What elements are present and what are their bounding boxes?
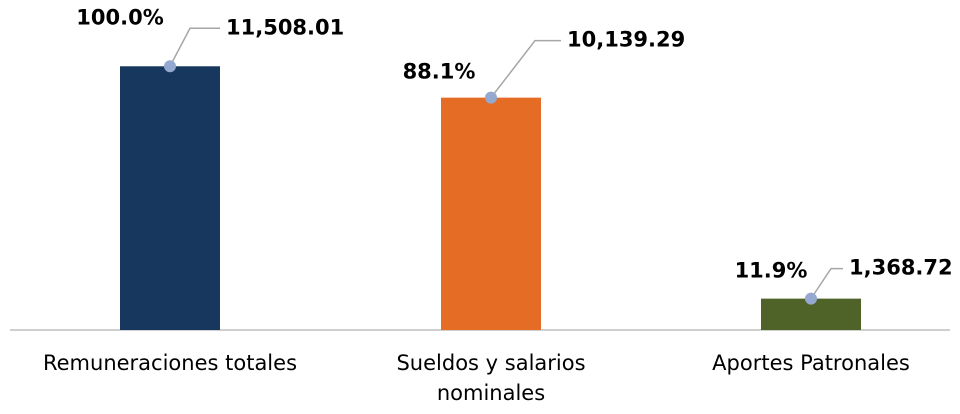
bar	[120, 66, 220, 330]
point	[485, 91, 497, 104]
percent-label: 11.9%	[735, 259, 808, 283]
point	[805, 292, 817, 305]
value-label: 1,368.72	[849, 256, 953, 280]
leader-line	[169, 27, 220, 67]
leader-line	[490, 39, 561, 99]
value-label: 11,508.01	[226, 15, 344, 39]
value-label: 10,139.29	[567, 28, 685, 52]
percent-label: 100.0%	[76, 5, 163, 29]
leader-line	[810, 267, 843, 300]
point	[164, 60, 176, 73]
category-label: Aportes Patronales	[712, 351, 910, 375]
category-label: Sueldos y salarios nominales	[396, 351, 586, 405]
category-label: Remuneraciones totales	[42, 351, 298, 375]
percent-label: 88.1%	[403, 60, 476, 84]
bar	[441, 97, 541, 331]
